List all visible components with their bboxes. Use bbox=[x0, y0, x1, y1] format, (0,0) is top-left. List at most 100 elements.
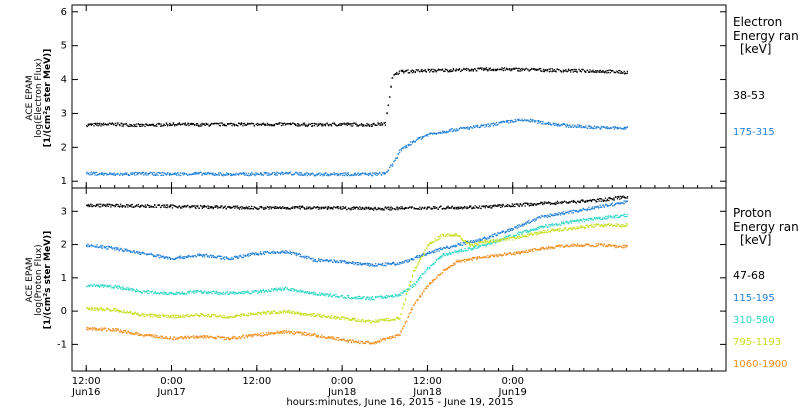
electron-series-1-point bbox=[201, 122, 203, 125]
proton-series-2-point bbox=[404, 260, 406, 262]
electron-series-1-point bbox=[340, 124, 342, 126]
electron-series-2-point bbox=[559, 125, 561, 127]
proton-series-2-point bbox=[522, 223, 524, 225]
proton-series-2-point bbox=[313, 259, 315, 261]
proton-series-3-point bbox=[279, 287, 281, 289]
proton-series-4-point bbox=[179, 316, 182, 318]
electron-series-1-point bbox=[208, 124, 210, 127]
electron-series-2-point bbox=[589, 125, 591, 128]
proton-series-5-point bbox=[297, 332, 300, 334]
proton-series-4-point bbox=[336, 317, 338, 320]
proton-series-1-point bbox=[265, 207, 267, 210]
proton-series-5-point bbox=[272, 332, 274, 334]
proton-series-4-point bbox=[93, 307, 96, 309]
proton-series-2-point bbox=[189, 256, 192, 258]
electron-series-1-point bbox=[326, 122, 328, 124]
proton-series-2-point bbox=[531, 220, 533, 223]
proton-series-2 bbox=[86, 200, 629, 267]
proton-series-1-point bbox=[217, 207, 219, 209]
electron-series-2-point bbox=[347, 171, 349, 174]
proton-series-1-point bbox=[458, 207, 460, 210]
proton-series-4-point bbox=[381, 319, 384, 321]
proton-series-2-point bbox=[259, 251, 262, 253]
proton-series-3-point bbox=[239, 291, 242, 294]
electron-series-1-point bbox=[260, 124, 263, 126]
electron-series-1-point bbox=[546, 70, 549, 72]
proton-series-2-point bbox=[265, 251, 267, 254]
proton-series-2-point bbox=[525, 221, 527, 224]
proton-series-4-point bbox=[350, 319, 352, 322]
proton-series-2-point bbox=[398, 261, 401, 264]
proton-series-2-point bbox=[262, 251, 265, 253]
proton-series-3-point bbox=[450, 253, 452, 256]
proton-series-1-point bbox=[495, 205, 497, 207]
proton-series-1-point bbox=[114, 204, 117, 206]
proton-series-3-point bbox=[400, 294, 402, 296]
proton-series-3-point bbox=[442, 253, 445, 255]
proton-series-1-point bbox=[492, 205, 494, 208]
proton-series-5-point bbox=[173, 336, 175, 338]
proton-series-1-point bbox=[573, 200, 575, 203]
proton-series-1-point bbox=[534, 203, 536, 205]
electron-series-2-point bbox=[208, 173, 211, 175]
electron-series-2-point bbox=[183, 172, 185, 174]
electron-series-2-point bbox=[211, 172, 213, 174]
proton-series-4-point bbox=[499, 238, 501, 241]
electron-series-1-point bbox=[518, 70, 520, 72]
electron-series-1-point bbox=[521, 67, 523, 70]
proton-series-1-point bbox=[521, 205, 523, 207]
electron-series-2-point bbox=[626, 126, 628, 129]
proton-series-4-point bbox=[527, 233, 529, 235]
electron-series-1-point bbox=[384, 121, 387, 124]
electron-series-2-point bbox=[448, 129, 451, 131]
proton-series-3-point bbox=[534, 228, 536, 230]
proton-series-4-point bbox=[144, 313, 146, 315]
proton-series-1-point bbox=[591, 199, 593, 202]
proton-series-2-point bbox=[588, 208, 590, 210]
proton-series-3-point bbox=[278, 288, 280, 290]
proton-series-4-point bbox=[422, 255, 424, 258]
proton-series-3-point bbox=[532, 228, 534, 230]
proton-series-4-point bbox=[359, 320, 361, 322]
electron-series-1-point bbox=[439, 69, 441, 71]
electron-series-2-point bbox=[225, 172, 228, 174]
electron-series-2-point bbox=[90, 173, 93, 176]
proton-series-2-point bbox=[87, 243, 89, 245]
proton-series-2-point bbox=[496, 234, 499, 236]
proton-series-4-point bbox=[310, 315, 312, 317]
proton-series-1-point bbox=[164, 204, 166, 206]
electron-series-2-point bbox=[580, 125, 583, 127]
proton-series-1-point bbox=[144, 204, 147, 206]
electron-series-1-point bbox=[148, 124, 150, 127]
electron-series-1-point bbox=[488, 69, 490, 71]
electron-series-1-point bbox=[431, 68, 433, 70]
electron-series-1-point bbox=[472, 69, 474, 71]
proton-series-1-point bbox=[445, 207, 447, 209]
proton-series-4-point bbox=[593, 226, 595, 228]
electron-series-1-point bbox=[121, 125, 123, 127]
proton-series-3-point bbox=[522, 230, 524, 232]
electron-series-2-point bbox=[176, 172, 179, 174]
electron-series-1-point bbox=[517, 70, 519, 72]
proton-series-1-point bbox=[600, 200, 602, 202]
electron-series-2-point bbox=[300, 172, 303, 174]
proton-series-3-point bbox=[558, 223, 560, 225]
electron-series-2-point bbox=[187, 174, 189, 176]
proton-series-2-point bbox=[123, 250, 125, 252]
proton-series-4-point bbox=[298, 313, 300, 315]
electron-series-1-point bbox=[521, 69, 523, 72]
proton-series-2-point bbox=[396, 262, 398, 264]
proton-series-1-point bbox=[238, 207, 240, 209]
proton-series-3-point bbox=[565, 221, 567, 223]
electron-series-1-point bbox=[346, 122, 348, 124]
proton-series-5-point bbox=[259, 332, 262, 335]
proton-series-2-point bbox=[413, 258, 415, 261]
proton-series-4-point bbox=[340, 316, 343, 318]
proton-series-1-point bbox=[182, 206, 185, 208]
electron-series-1-point bbox=[167, 125, 169, 127]
proton-series-1-point bbox=[531, 204, 533, 206]
electron-series-1-point bbox=[436, 70, 438, 72]
proton-series-3-point bbox=[528, 231, 530, 233]
proton-series-5-point bbox=[94, 327, 97, 330]
proton-series-2-point bbox=[184, 256, 186, 258]
